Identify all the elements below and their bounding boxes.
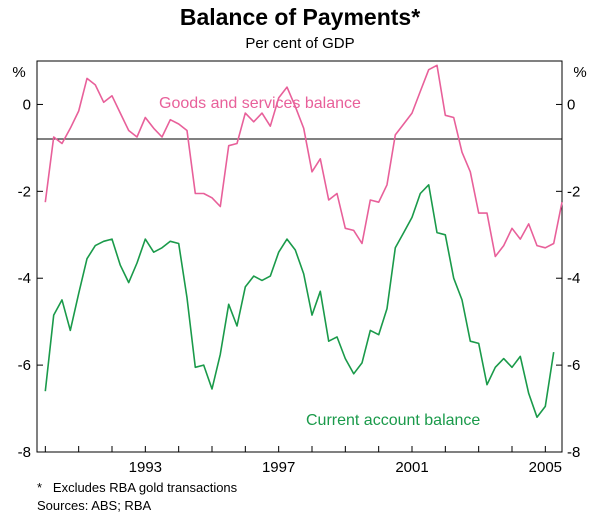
y-tick-label-right: -2 [567,183,580,200]
plot-frame [36,60,563,453]
goods-services-line [44,64,563,258]
y-tick-label-left: -6 [18,357,31,374]
y-tick-label-right: 0 [567,96,575,113]
x-tick-label: 2001 [395,459,428,476]
footnote: * Excludes RBA gold transactions [37,480,238,495]
y-tick-label-left: -4 [18,270,31,287]
y-axis-ticks: 0 0 -2 -2 -4 -4 -6 -6 -8 -8 [18,96,581,461]
current-account-label: Current account balance [306,412,480,429]
x-tick-label: 2005 [529,459,562,476]
y-tick-label-left: 0 [23,96,31,113]
y-tick-label-right: -6 [567,357,580,374]
y-tick-label-left: -2 [18,183,31,200]
x-tick-label: 1993 [129,459,162,476]
y-unit-right: % [573,64,586,81]
x-axis-ticks: 1993 1997 2001 2005 [44,446,562,476]
y-unit-left: % [12,64,25,81]
current-account-line [44,184,555,419]
chart-title: Balance of Payments* [180,4,420,30]
y-tick-label-left: -8 [18,444,31,461]
y-tick-label-right: -8 [567,444,580,461]
x-tick-label: 1997 [262,459,295,476]
chart-subtitle: Per cent of GDP [245,35,354,52]
series-lines [44,64,563,419]
sources-note: Sources: ABS; RBA [37,498,151,513]
y-tick-label-right: -4 [567,270,580,287]
goods-services-label: Goods and services balance [159,95,361,112]
